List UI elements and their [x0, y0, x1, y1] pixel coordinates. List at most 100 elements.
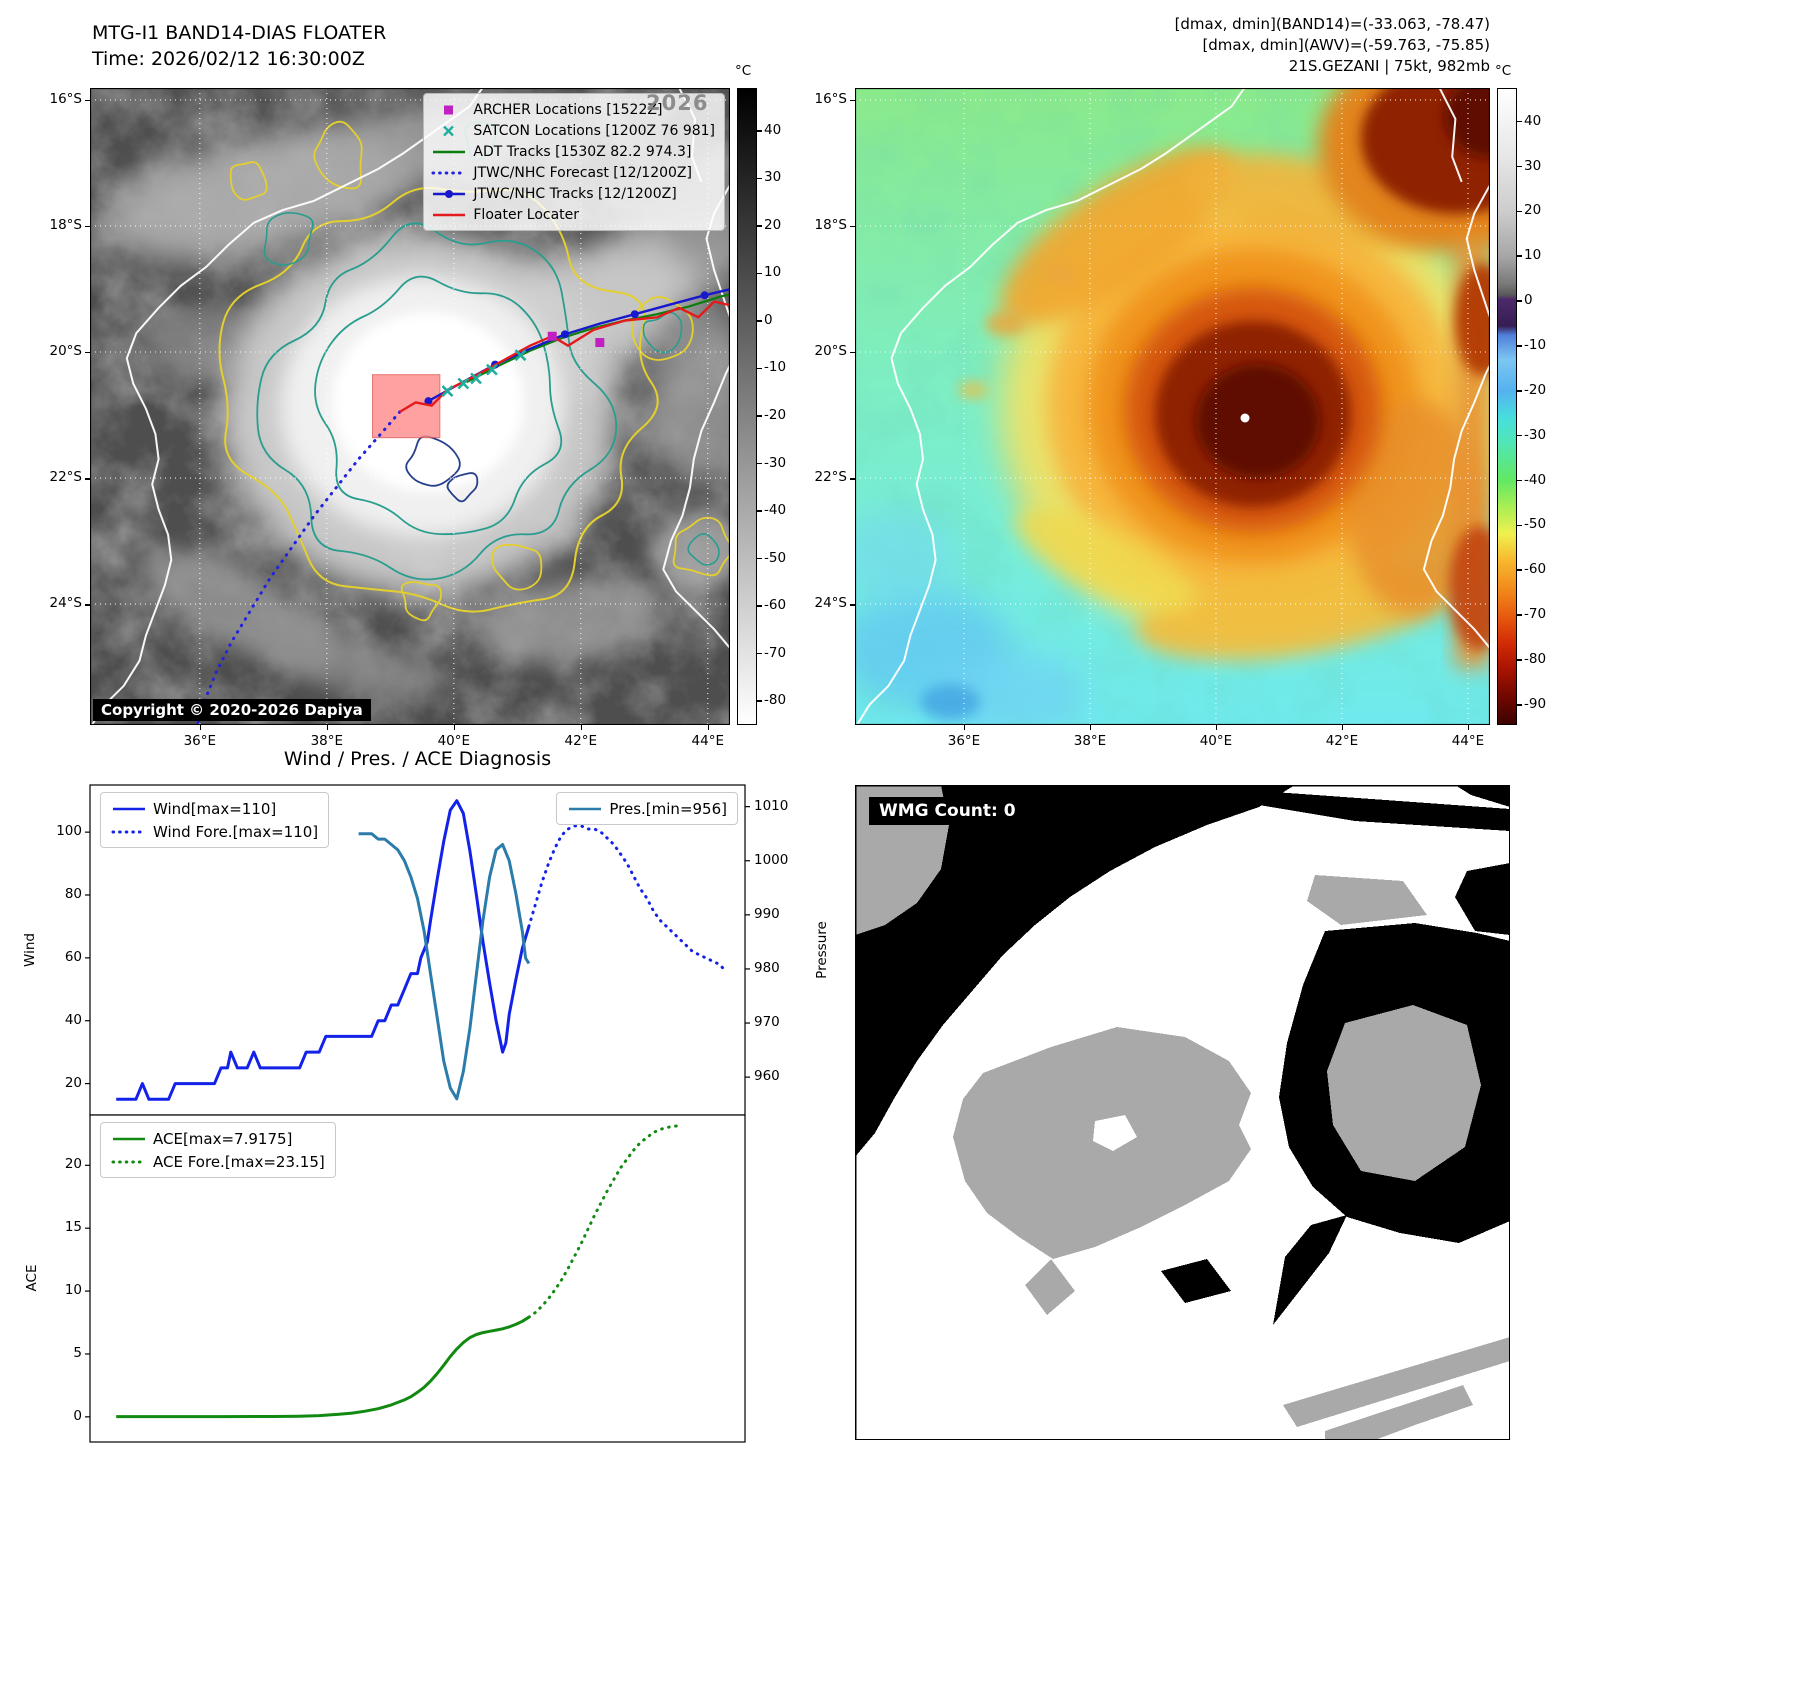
y-tick-label: 1010 — [754, 797, 789, 814]
y-tick-label: 15 — [64, 1219, 82, 1236]
y-tick-label: 0 — [73, 1407, 82, 1424]
colorbar-tick-label: 40 — [764, 121, 782, 138]
y-tick-label: 10 — [64, 1282, 82, 1299]
lat-tick-label: 22°S — [49, 469, 83, 485]
tick-mark — [85, 604, 90, 606]
chart-legend: Wind[max=110] Wind Fore.[max=110] — [100, 792, 330, 848]
legend-item: JTWC/NHC Tracks [12/1200Z] — [431, 183, 715, 204]
legend-item: ACE Fore.[max=23.15] — [111, 1150, 325, 1173]
coastline — [856, 88, 1490, 725]
lat-tick-label: 16°S — [814, 90, 848, 107]
colorbar-tick-mark — [757, 415, 762, 417]
chart-legend: Pres.[min=956] — [556, 792, 738, 825]
lat-tick-label: 16°S — [49, 90, 83, 107]
y-tick-label: 80 — [64, 886, 82, 902]
ace-axis-label: ACE — [24, 1264, 40, 1292]
legend-item: Floater Locater — [431, 204, 715, 225]
colorbar-tick-label: -50 — [764, 549, 787, 566]
lon-tick-label: 40°E — [1199, 733, 1233, 749]
tick-mark — [1467, 725, 1470, 730]
colorbar-tick-mark — [757, 367, 762, 370]
tick-mark — [453, 725, 456, 730]
lat-tick-label: 22°S — [814, 469, 848, 485]
colorbar-tick-mark — [1517, 210, 1522, 213]
awv-map-panel: 36°E 38°E 40°E 42°E 44°E 16°S 18°S 20°S 22°S 24°S — [815, 88, 1490, 749]
dmax-band14-readout: [dmax, dmin](BAND14)=(-33.063, -78.47) — [1174, 15, 1490, 33]
diagnosis-title: Wind / Pres. / ACE Diagnosis — [283, 748, 552, 770]
lat-tick-label: 24°S — [49, 595, 83, 612]
lon-tick-label: 44°E — [1451, 733, 1485, 749]
y-tick-label: 980 — [754, 959, 780, 976]
tick-mark — [850, 99, 855, 102]
awv-colorbar-unit: °C — [1495, 63, 1512, 79]
wmg-image — [855, 785, 1510, 1440]
y-tick-label: 40 — [64, 1011, 82, 1028]
chart-legend: ACE[max=7.9175] ACE Fore.[max=23.15] — [100, 1122, 336, 1178]
band14-legend: ARCHER Locations [1522Z] SATCON Locations… — [423, 93, 725, 231]
tick-mark — [963, 725, 966, 730]
dmax-awv-readout: [dmax, dmin](AWV)=(-59.763, -75.85) — [1202, 36, 1490, 54]
colorbar-tick-label: -20 — [1524, 381, 1547, 398]
colorbar-tick-label: 0 — [1524, 292, 1533, 309]
colorbar-tick-mark — [757, 462, 762, 465]
legend-marker-dotted — [431, 171, 467, 174]
band14-colorbar-gradient — [737, 88, 757, 725]
colorbar-tick-mark — [757, 700, 762, 702]
colorbar-tick-mark — [757, 652, 762, 655]
legend-label: ACE Fore.[max=23.15] — [153, 1152, 325, 1171]
legend-label: SATCON Locations [1200Z 76 981] — [473, 122, 715, 139]
legend-item: Pres.[min=956] — [567, 797, 727, 820]
colorbar-tick-label: 20 — [764, 216, 782, 233]
tick-mark — [85, 99, 90, 102]
legend-marker-dotted — [111, 1160, 145, 1163]
ace-chart: 0 5 10 15 20 ACE[max=7.9175] ACE Fore.[max=23.… — [65, 1114, 746, 1443]
watermark: 2026 — [646, 91, 709, 115]
tick-mark — [850, 604, 855, 606]
storm-eye-dot — [1240, 413, 1250, 423]
colorbar-tick-label: -40 — [764, 502, 787, 519]
latlon-grid — [855, 88, 1490, 725]
y-tick-label: 990 — [754, 905, 780, 922]
colorbar-tick-mark — [1517, 524, 1522, 527]
lon-tick-label: 38°E — [310, 733, 344, 749]
legend-item: ADT Tracks [1530Z 82.2 974.3] — [431, 141, 715, 162]
lon-tick-label: 42°E — [1325, 733, 1359, 749]
legend-marker-solid — [113, 1137, 145, 1140]
legend-label: Floater Locater — [473, 206, 580, 223]
colorbar-tick-label: -90 — [1524, 695, 1547, 712]
tick-mark — [199, 725, 202, 730]
colorbar-tick-label: 30 — [764, 169, 782, 186]
y-tick-label: 960 — [754, 1068, 780, 1085]
colorbar-tick-mark — [1517, 120, 1522, 123]
latlon-grid — [90, 88, 730, 725]
lat-tick-label: 20°S — [814, 342, 848, 359]
colorbar-tick-mark — [1517, 479, 1522, 482]
legend-item: ACE[max=7.9175] — [111, 1127, 325, 1150]
colorbar-tick-mark — [757, 130, 762, 132]
colorbar-tick-label: -60 — [764, 597, 787, 614]
awv-colorbar-gradient — [1497, 88, 1517, 725]
colorbar-tick-label: 10 — [1524, 247, 1542, 264]
y-tick-label: 970 — [754, 1014, 780, 1031]
lon-tick-label: 42°E — [564, 733, 598, 749]
tick-mark — [85, 351, 90, 354]
colorbar-tick-mark — [1517, 165, 1522, 168]
y-tick-label: 60 — [64, 948, 82, 965]
band14-title-block: MTG-I1 BAND14-DIAS FLOATER Time: 2026/02… — [92, 20, 386, 72]
colorbar-tick-label: 10 — [764, 264, 782, 281]
colorbar-tick-mark — [1517, 345, 1522, 347]
y-tick-label: 20 — [64, 1074, 82, 1091]
legend-label: ADT Tracks [1530Z 82.2 974.3] — [473, 143, 692, 160]
lat-tick-label: 20°S — [49, 342, 83, 359]
track-overlay — [195, 287, 730, 725]
legend-marker-dotted — [111, 830, 145, 833]
pressure-axis-label: Pressure — [814, 921, 830, 979]
copyright-label: Copyright © 2020-2026 Dapiya — [93, 699, 371, 721]
colorbar-tick-mark — [757, 605, 762, 607]
y-tick-label: 20 — [64, 1156, 82, 1173]
colorbar-tick-label: -30 — [764, 454, 787, 471]
tick-mark — [1341, 725, 1344, 730]
colorbar-tick-label: -50 — [1524, 516, 1547, 533]
colorbar-tick-mark — [757, 225, 762, 227]
